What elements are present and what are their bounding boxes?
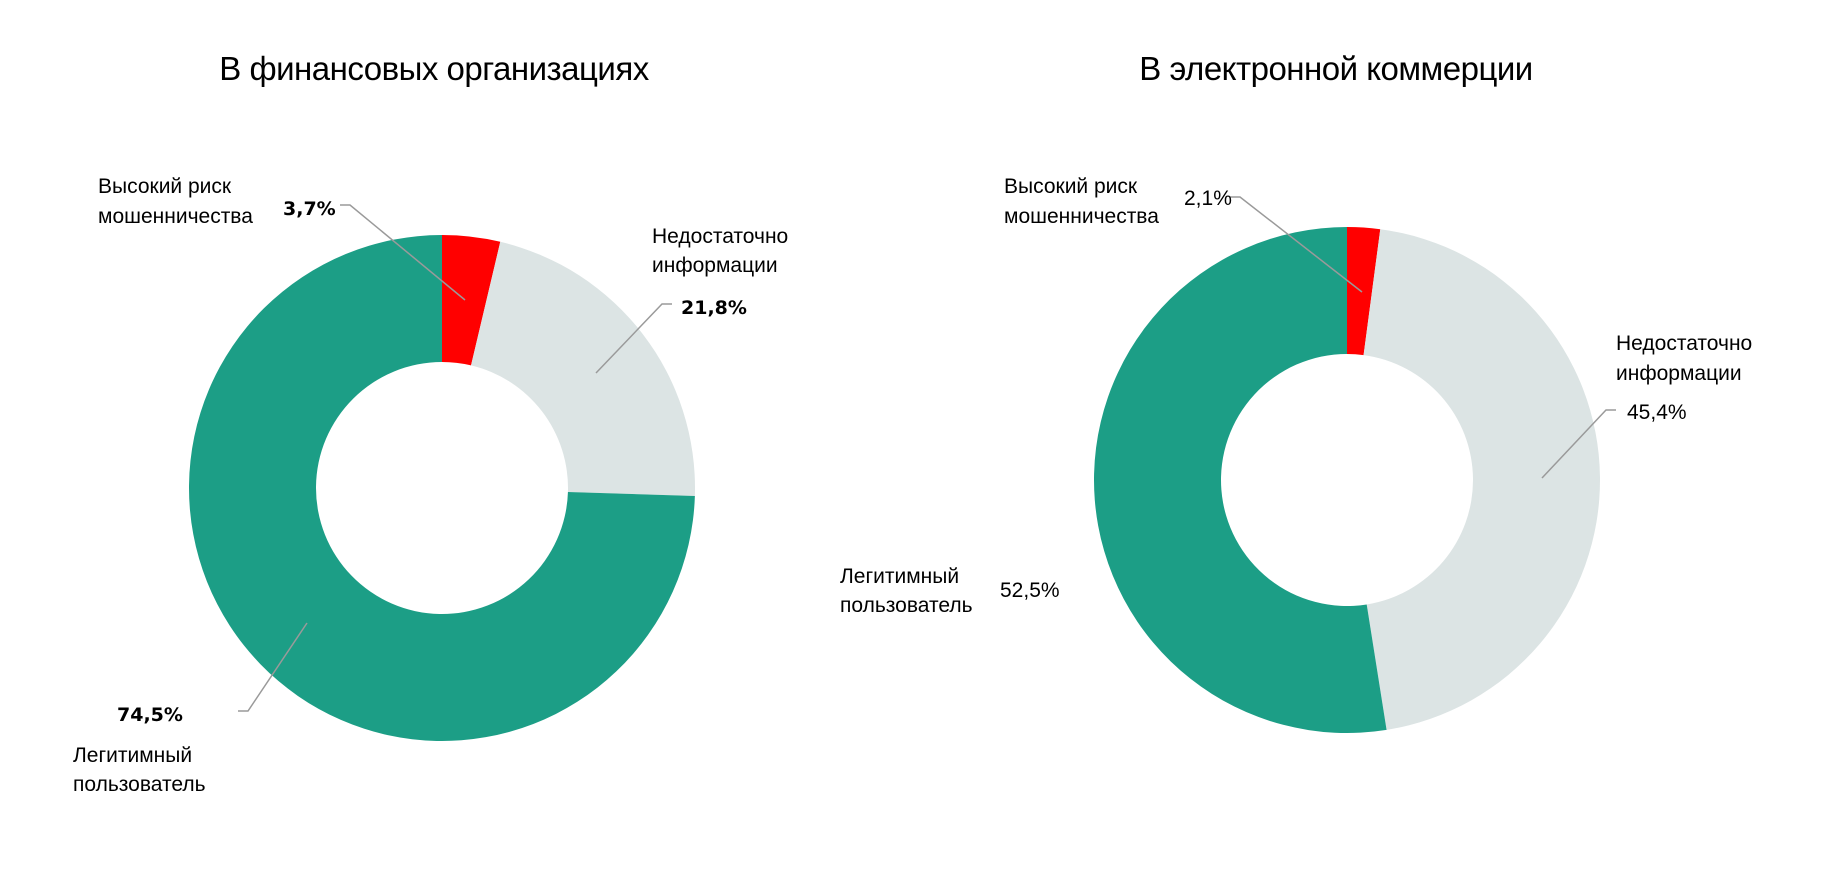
leader-line-high-risk: [1230, 196, 1363, 293]
value-label-legit-user: 74,5%: [117, 704, 183, 726]
donut-slices: [1094, 227, 1600, 733]
category-label-legit-user-line2: пользователь: [73, 773, 206, 796]
leader-line-high-risk: [340, 204, 466, 301]
category-label-high-risk-line2: мошенничества: [1004, 205, 1159, 228]
category-label-insufficient-info: Недостаточно: [652, 225, 788, 248]
category-label-legit-user: Легитимный: [73, 744, 192, 767]
category-label-high-risk: Высокий риск: [98, 175, 232, 198]
slice-insufficient-info: [1363, 229, 1600, 730]
slice-legit-user: [189, 235, 695, 741]
donut-slices: [189, 235, 695, 741]
value-label-legit-user: 52,5%: [1000, 579, 1060, 602]
chart-title: В финансовых организациях: [219, 50, 649, 87]
category-label-legit-user-line2: пользователь: [840, 594, 973, 617]
slice-insufficient-info: [471, 241, 695, 496]
chart-title: В электронной коммерции: [1139, 50, 1532, 87]
leader-line-insufficient-info: [1541, 409, 1616, 479]
category-label-insufficient-info: Недостаточно: [1616, 332, 1752, 355]
slice-high-risk: [1347, 227, 1381, 356]
slice-legit-user: [1094, 227, 1387, 733]
value-label-high-risk: 3,7%: [283, 198, 336, 220]
category-label-high-risk-line2: мошенничества: [98, 205, 253, 228]
category-label-insufficient-info-line2: информации: [1616, 362, 1742, 385]
category-label-legit-user: Легитимный: [840, 565, 959, 588]
leader-line-legit-user: [238, 622, 308, 712]
chart-ecommerce: В электронной коммерции Высокий риск мош…: [840, 50, 1752, 733]
value-label-insufficient-info: 45,4%: [1627, 401, 1687, 424]
chart-financial-orgs: В финансовых организациях Высокий риск м…: [73, 50, 788, 796]
category-label-high-risk: Высокий риск: [1004, 175, 1138, 198]
slice-high-risk: [442, 235, 501, 366]
category-label-insufficient-info-line2: информации: [652, 254, 778, 277]
leader-line-insufficient-info: [595, 303, 672, 374]
value-label-insufficient-info: 21,8%: [681, 297, 747, 319]
value-label-high-risk: 2,1%: [1184, 187, 1232, 210]
